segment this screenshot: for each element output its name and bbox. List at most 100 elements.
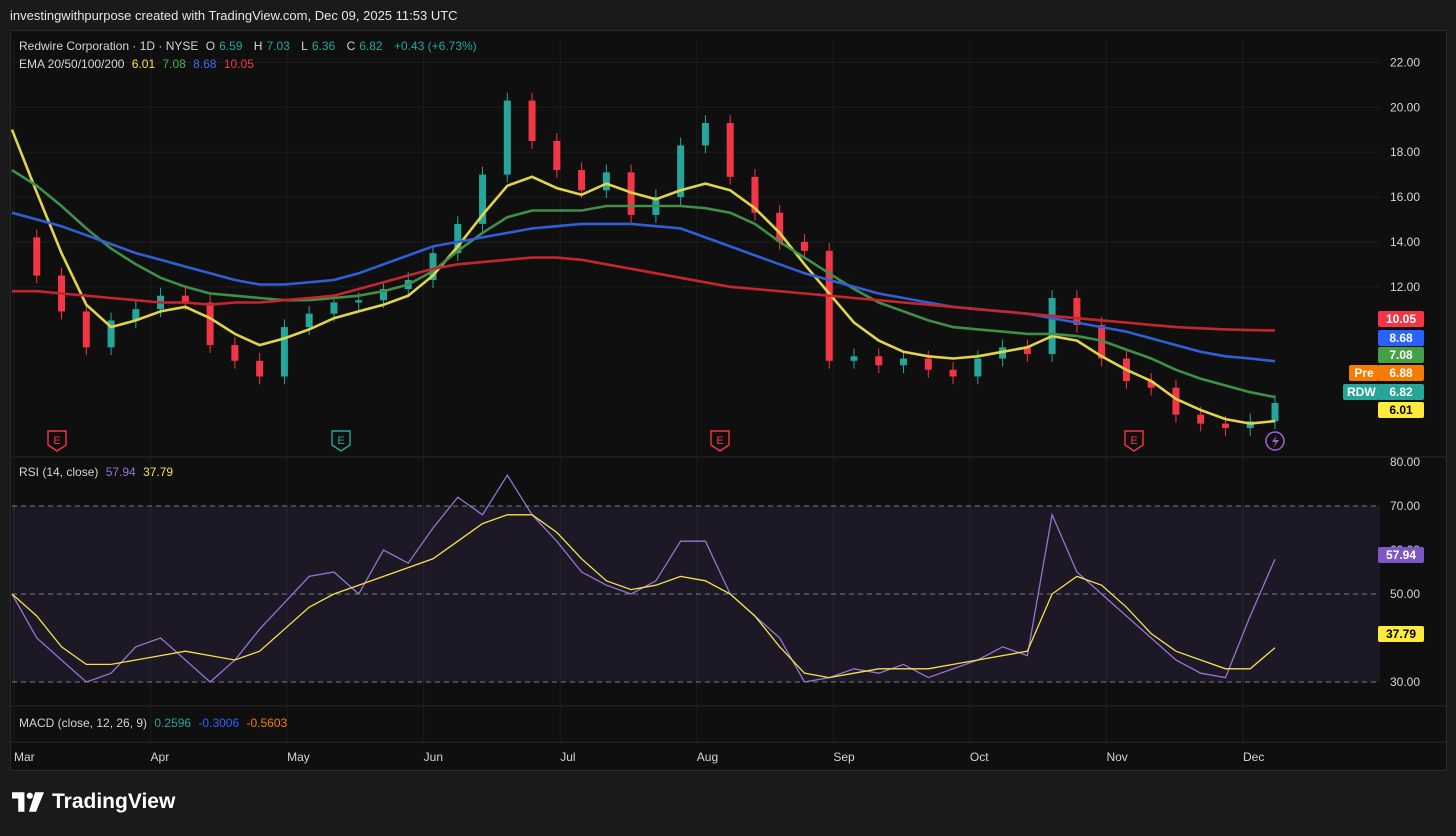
candle-body (479, 174, 487, 224)
ema200-price-tag: 10.05 (1378, 311, 1424, 327)
month-tick-label: Aug (697, 750, 718, 764)
candle-body (355, 300, 363, 303)
close-value: 6.82 (359, 39, 383, 53)
candle-body (974, 358, 982, 377)
symbol-name[interactable]: Redwire Corporation · 1D · NYSE (19, 39, 199, 53)
macd-signal-value: -0.5603 (246, 716, 288, 730)
high-value: 7.03 (266, 39, 290, 53)
rsi-tick-label: 50.00 (1390, 587, 1420, 601)
premarket-price-tag: 6.88 (1378, 365, 1424, 381)
candle-body (776, 212, 784, 242)
candle-body (330, 302, 338, 314)
rsi-ma-value: 37.79 (143, 465, 174, 479)
candle-body (1048, 297, 1056, 355)
tradingview-logo[interactable]: TradingView (12, 790, 175, 814)
chart-caption: investingwithpurpose created with Tradin… (10, 8, 458, 23)
tradingview-logo-icon (12, 792, 44, 812)
candle-body (677, 145, 685, 198)
candle-body (578, 170, 586, 191)
chart-frame[interactable] (10, 30, 1447, 771)
earnings-marker-label: E (1130, 435, 1137, 447)
candle-body (1271, 402, 1279, 422)
rsi-tick-label: 30.00 (1390, 675, 1420, 689)
candle-body (701, 123, 709, 146)
candle-body (850, 356, 858, 361)
last-price-tag: 6.82 (1378, 384, 1424, 400)
lightning-glyph (1272, 435, 1279, 448)
close-label: C (346, 39, 356, 53)
price-tick-label: 18.00 (1390, 145, 1420, 159)
candle-body (206, 302, 214, 346)
candle-body (726, 123, 734, 177)
earnings-marker-may (331, 430, 351, 452)
candle-body (256, 360, 264, 377)
candle-body (107, 320, 115, 348)
open-value: 6.59 (219, 39, 243, 53)
candle-body (132, 309, 140, 321)
month-tick-label: Apr (151, 750, 170, 764)
candle-body (305, 313, 313, 328)
symbol-label-tag: RDW (1343, 384, 1379, 400)
low-label: L (301, 39, 308, 53)
macd-legend[interactable]: MACD (close, 12, 26, 9) 0.2596 -0.3006 -… (19, 716, 291, 730)
candle-body (181, 295, 189, 303)
candle-body (825, 250, 833, 361)
candle-body (949, 369, 957, 377)
candle-body (1073, 297, 1081, 325)
ema50-price-tag: 7.08 (1378, 347, 1424, 363)
ema50-value: 7.08 (162, 57, 186, 71)
candle-body (553, 140, 561, 171)
change-value: +0.43 (+6.73%) (393, 39, 477, 53)
earnings-marker-label: E (337, 435, 344, 447)
candle-body (1221, 423, 1229, 429)
month-tick-label: Mar (14, 750, 35, 764)
candle-body (280, 327, 288, 377)
rsi-ma-price-tag: 37.79 (1378, 626, 1424, 642)
month-tick-label: Oct (970, 750, 989, 764)
rsi-legend[interactable]: RSI (14, close) 57.94 37.79 (19, 465, 177, 479)
macd-line-value: -0.3006 (198, 716, 240, 730)
ema20-price-tag: 6.01 (1378, 402, 1424, 418)
rsi-value: 57.94 (105, 465, 136, 479)
earnings-marker-mar (47, 430, 67, 452)
rsi-label: RSI (14, close) (19, 465, 99, 479)
macd-label: MACD (close, 12, 26, 9) (19, 716, 148, 730)
candle-body (429, 253, 437, 281)
high-label: H (253, 39, 263, 53)
price-tick-label: 14.00 (1390, 235, 1420, 249)
price-tick-label: 22.00 (1390, 55, 1420, 69)
rsi-price-tag: 57.94 (1378, 547, 1424, 563)
ema-line-ema-100 (11, 211, 1276, 363)
candle-body (379, 289, 387, 301)
brand-name: TradingView (52, 790, 176, 813)
candle-body (875, 356, 883, 366)
ema-line-ema-20 (10, 129, 1276, 425)
price-tick-label: 12.00 (1390, 280, 1420, 294)
candle-body (1147, 380, 1155, 388)
ema20-value: 6.01 (131, 57, 156, 71)
ema-line-ema-50 (11, 169, 1276, 399)
candle-body (33, 237, 41, 276)
month-tick-label: Nov (1106, 750, 1127, 764)
candle-body (1172, 387, 1180, 415)
candle-body (1023, 347, 1031, 355)
earnings-marker-label: E (716, 435, 723, 447)
month-tick-label: May (287, 750, 310, 764)
candle-body (1197, 414, 1205, 424)
candle-body (924, 358, 932, 370)
low-value: 6.36 (311, 39, 336, 53)
open-label: O (205, 39, 216, 53)
month-tick-label: Jun (424, 750, 443, 764)
premarket-label-tag: Pre (1349, 365, 1379, 381)
earnings-marker-aug (710, 430, 730, 452)
ema-legend[interactable]: EMA 20/50/100/200 6.01 7.08 8.68 10.05 (19, 57, 258, 71)
candle-body (602, 172, 610, 191)
earnings-marker-nov (1124, 430, 1144, 452)
candle-body (528, 100, 536, 141)
ema100-price-tag: 8.68 (1378, 330, 1424, 346)
ema-line-ema-200 (12, 256, 1276, 332)
ema-label: EMA 20/50/100/200 (19, 57, 125, 71)
month-tick-label: Dec (1243, 750, 1264, 764)
